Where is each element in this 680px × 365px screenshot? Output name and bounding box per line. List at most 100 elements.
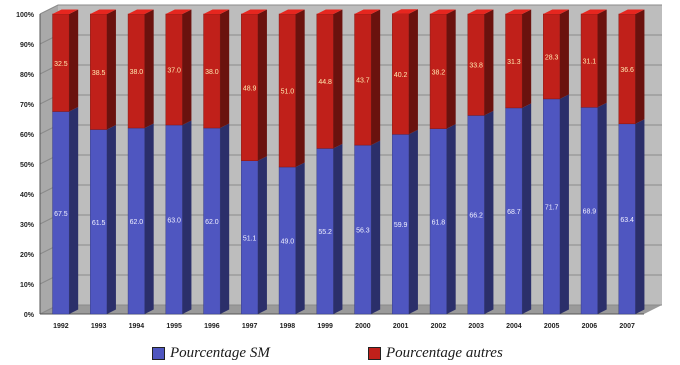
data-label: 48.9 [243, 85, 257, 92]
x-tick-label: 2006 [582, 323, 598, 330]
data-label: 62.0 [130, 219, 144, 226]
bar-side-autres [635, 9, 645, 124]
x-tick-label: 2007 [619, 323, 635, 330]
bar-top [52, 9, 79, 14]
data-label: 63.0 [167, 218, 181, 225]
bar-side-autres [446, 9, 456, 129]
bar-side-autres [182, 9, 192, 125]
bar-side-autres [106, 9, 116, 130]
data-label: 67.5 [54, 211, 68, 218]
bar-top [165, 9, 192, 14]
bar-side-autres [144, 9, 154, 128]
y-tick-label: 100% [16, 12, 35, 19]
x-tick-label: 1999 [317, 323, 333, 330]
y-tick-label: 30% [20, 222, 35, 229]
legend-item-sm: Pourcentage SM [152, 345, 270, 362]
bar-top [316, 9, 343, 14]
y-tick-label: 10% [20, 282, 35, 289]
x-tick-label: 1993 [91, 323, 107, 330]
bar-side-sm [446, 124, 456, 314]
legend-label-autres: Pourcentage autres [386, 345, 503, 361]
data-label: 44.8 [318, 79, 332, 86]
bar-side-sm [597, 102, 607, 314]
bar-side-sm [182, 120, 192, 314]
bar-top [90, 9, 116, 14]
data-label: 61.8 [432, 219, 446, 226]
data-label: 66.2 [469, 213, 483, 220]
bar-side-sm [635, 119, 645, 314]
bar-side-autres [597, 9, 607, 108]
data-label: 28.3 [545, 54, 559, 61]
bar-side-sm [559, 94, 569, 315]
x-tick-label: 1998 [280, 323, 296, 330]
bar-top [467, 9, 494, 14]
bar-side-sm [220, 123, 230, 314]
bar-side-sm [144, 123, 154, 314]
bar-side-sm [522, 103, 532, 315]
data-label: 37.0 [167, 68, 181, 75]
data-label: 71.7 [545, 204, 559, 211]
legend-swatch-sm [152, 347, 165, 360]
x-tick-label: 1996 [204, 323, 220, 330]
bar-top [279, 9, 305, 14]
data-label: 32.5 [54, 61, 68, 68]
bar-side-sm [371, 140, 381, 314]
bar-side-sm [295, 162, 305, 314]
data-label: 33.8 [469, 63, 483, 70]
x-tick-label: 2003 [468, 323, 484, 330]
bar-side-autres [559, 9, 569, 99]
bar-side-autres [333, 9, 343, 149]
data-label: 55.2 [318, 229, 332, 236]
bar-side-sm [69, 107, 79, 314]
bar-side-autres [408, 9, 418, 135]
bar-top [354, 9, 381, 14]
bar-top [581, 9, 607, 14]
data-label: 63.4 [620, 217, 634, 224]
y-tick-label: 20% [20, 252, 35, 259]
data-label: 51.1 [243, 235, 257, 242]
data-label: 40.2 [394, 72, 408, 79]
bar-side-autres [220, 9, 230, 128]
data-label: 61.5 [92, 220, 106, 227]
bar-side-autres [371, 9, 381, 146]
bar-side-sm [257, 156, 267, 314]
y-tick-label: 0% [24, 312, 35, 319]
gridline [39, 4, 662, 15]
data-label: 51.0 [281, 89, 295, 96]
x-tick-label: 2001 [393, 323, 409, 330]
data-label: 31.3 [507, 59, 521, 66]
bar-top [392, 9, 418, 14]
bar-top [543, 9, 569, 14]
bar-side-autres [69, 9, 79, 112]
data-label: 62.0 [205, 219, 219, 226]
data-label: 38.0 [205, 69, 219, 76]
y-tick-label: 50% [20, 162, 35, 169]
bar-side-sm [333, 143, 343, 314]
bar-side-sm [106, 125, 116, 314]
y-tick-label: 60% [20, 132, 35, 139]
x-tick-label: 2005 [544, 323, 560, 330]
data-label: 36.6 [620, 67, 634, 74]
bar-top [241, 9, 267, 14]
bar-top [128, 9, 154, 14]
x-tick-label: 1997 [242, 323, 258, 330]
legend-swatch-autres [368, 347, 381, 360]
legend-item-autres: Pourcentage autres [368, 345, 503, 362]
bar-side-autres [522, 9, 532, 108]
data-label: 68.9 [583, 209, 597, 216]
data-label: 49.0 [281, 239, 295, 246]
bar-top [203, 9, 230, 14]
y-tick-label: 80% [20, 72, 35, 79]
legend: Pourcentage SM Pourcentage autres [0, 343, 680, 365]
x-tick-label: 2004 [506, 323, 522, 330]
y-tick-label: 40% [20, 192, 35, 199]
data-label: 56.3 [356, 228, 370, 235]
y-tick-label: 90% [20, 42, 35, 49]
x-tick-label: 1992 [53, 323, 69, 330]
x-tick-label: 1994 [129, 323, 145, 330]
data-label: 31.1 [583, 59, 597, 66]
y-tick-label: 70% [20, 102, 35, 109]
bar-side-autres [484, 9, 494, 116]
stacked-bar-chart: 0% 10% 20% 30% 40% 50% 60% 70% 80% 90% 100% 67.5 32.… [16, 4, 662, 330]
